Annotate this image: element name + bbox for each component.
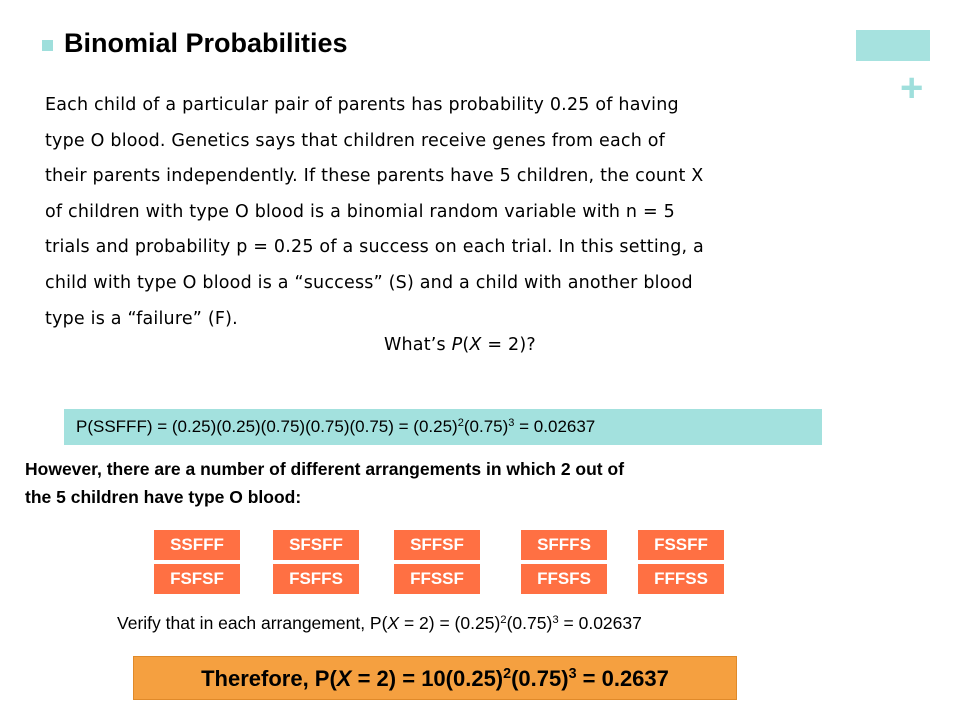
arrangement-chip: SSFFF <box>154 530 240 560</box>
paragraph-line: type O blood. Genetics says that childre… <box>45 130 666 151</box>
paragraph-line: their parents independently. If these pa… <box>45 166 704 187</box>
problem-paragraph: Each child of a particular pair of paren… <box>45 88 875 337</box>
decorative-bar <box>856 30 930 61</box>
verify-statement: Verify that in each arrangement, P(X = 2… <box>117 613 642 633</box>
arrangement-chip: SFFSF <box>394 530 480 560</box>
arrangement-chip: SFSFF <box>273 530 359 560</box>
paragraph-line: of children with type O blood is a binom… <box>45 201 675 222</box>
arrangement-chip: FSSFF <box>638 530 724 560</box>
arrangement-chip: FFSSF <box>394 564 480 594</box>
result-box: Therefore, P(X = 2) = 10(0.25)2(0.75)3 =… <box>133 656 737 700</box>
arrangement-chip: FSFSF <box>154 564 240 594</box>
sequence-probability-formula: P(SSFFF) = (0.25)(0.25)(0.75)(0.75)(0.75… <box>64 409 822 445</box>
slide-title: Binomial Probabilities <box>64 28 348 58</box>
paragraph-line: Each child of a particular pair of paren… <box>45 95 679 115</box>
arrangement-chip: FSFFS <box>273 564 359 594</box>
arrangement-chip: FFFSS <box>638 564 724 594</box>
paragraph-line: child with type O blood is a “success” (… <box>45 272 693 293</box>
plus-icon: + <box>900 66 924 110</box>
arrangement-chip: FFSFS <box>521 564 607 594</box>
paragraph-line: type is a “failure” (F). <box>45 308 238 329</box>
title-bullet <box>42 40 53 51</box>
question-text: What’s P(X = 2)? <box>384 335 536 355</box>
arrangement-chip: SFFFS <box>521 530 607 560</box>
arrangements-intro: However, there are a number of different… <box>25 459 625 507</box>
paragraph-line: trials and probability p = 0.25 of a suc… <box>45 237 704 258</box>
